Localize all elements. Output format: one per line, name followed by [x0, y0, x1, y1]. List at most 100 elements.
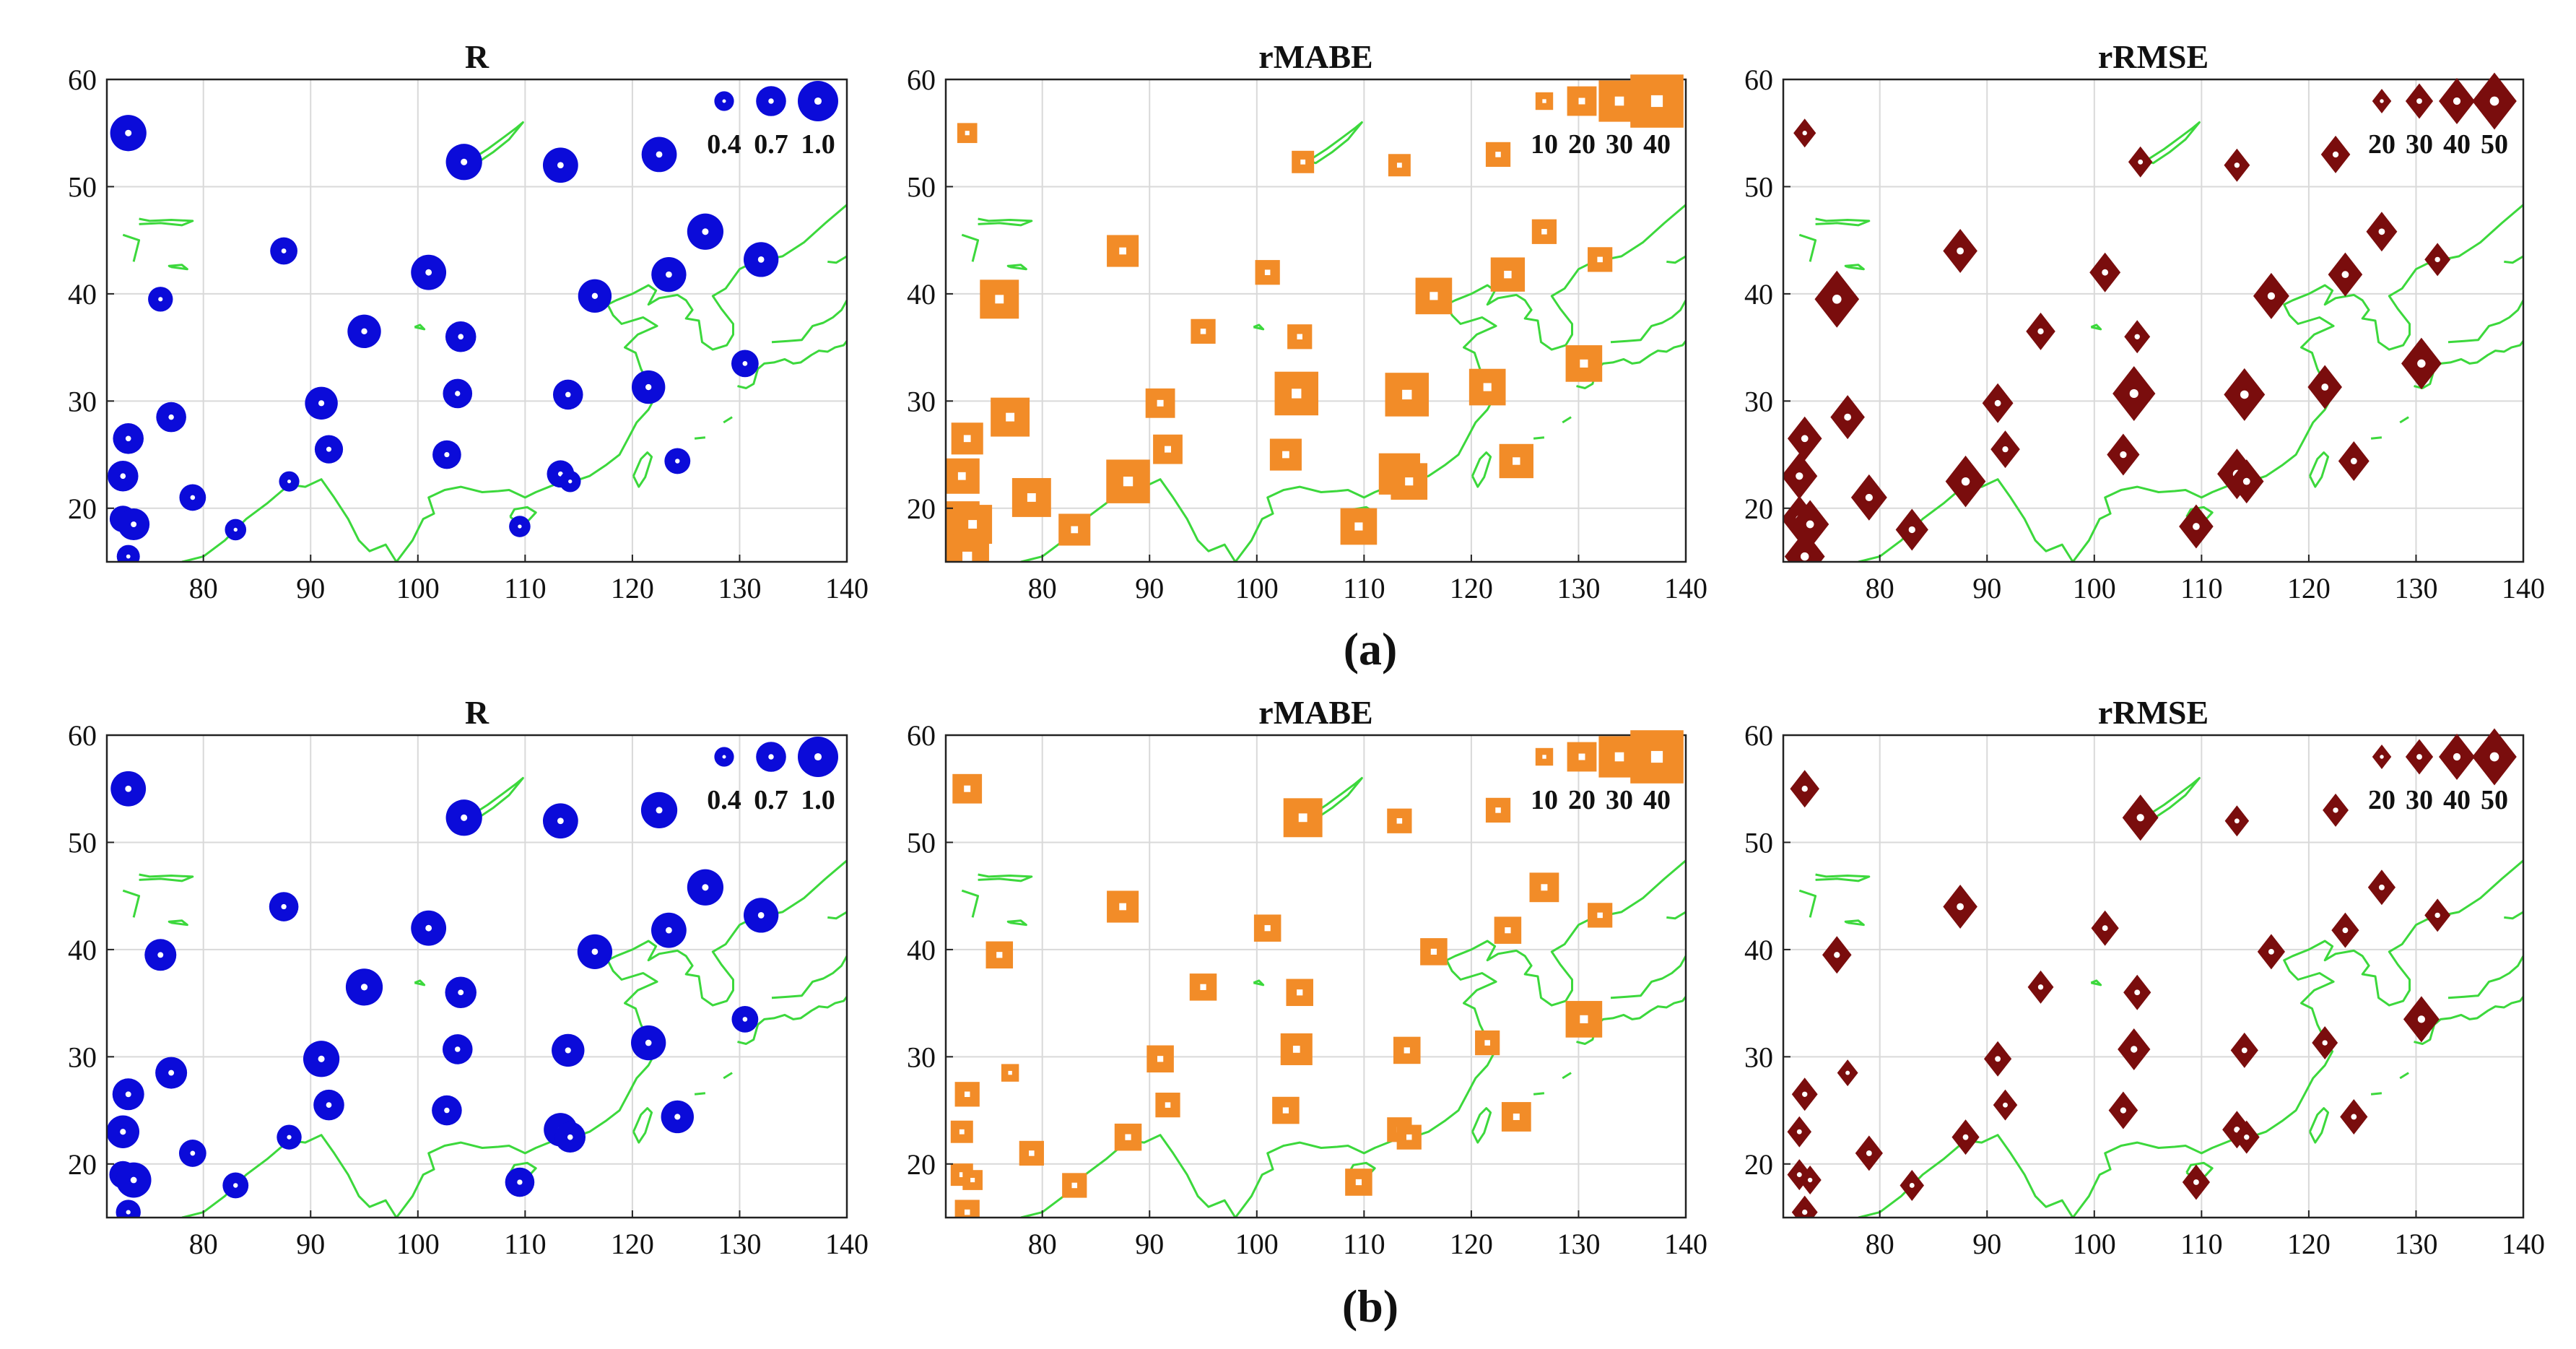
data-point-25 — [578, 279, 612, 313]
axes-frame — [944, 78, 1687, 563]
data-point-9 — [1062, 1173, 1087, 1198]
legend-label: 40 — [1643, 129, 1671, 160]
row-label-a: (a) — [1344, 623, 1398, 674]
data-point-19 — [445, 144, 482, 181]
data-point-8 — [116, 545, 140, 562]
data-point-14 — [2027, 970, 2054, 1004]
x-tick-label: 140 — [1664, 572, 1707, 604]
data-point-13 — [1993, 1089, 2018, 1121]
legend-symbol-2 — [2439, 78, 2475, 124]
data-point-14 — [347, 314, 381, 349]
panel-b-rMABE: 80 90 100 110 120 130 140 20 30 40 50 60 rMABE 10 20 30… — [907, 694, 1707, 1260]
data-point-5 — [950, 1120, 973, 1143]
x-tick-label: 90 — [296, 572, 325, 604]
data-point-2 — [1001, 1064, 1019, 1082]
data-point-1 — [1814, 270, 1860, 328]
data-point-1 — [985, 941, 1014, 969]
data-point-17 — [2112, 365, 2156, 421]
y-tick-label: 20 — [907, 493, 936, 525]
data-point-27 — [1485, 797, 1511, 823]
data-point-21 — [2224, 805, 2250, 837]
data-point-13 — [1153, 434, 1183, 464]
data-point-3 — [179, 484, 206, 511]
x-axis-ticks: 80 90 100 110 120 130 140 — [189, 555, 869, 604]
x-tick-label: 90 — [1135, 572, 1164, 604]
data-point-11 — [1945, 455, 1986, 508]
data-point-27 — [1485, 142, 1511, 168]
legend: 0.4 0.7 1.0 — [707, 81, 838, 160]
y-tick-label: 60 — [1744, 64, 1773, 96]
data-point-1 — [148, 287, 173, 312]
data-point-24 — [1385, 373, 1430, 417]
panel-title: rMABE — [1258, 38, 1372, 75]
x-tick-label: 140 — [2502, 1228, 2545, 1260]
legend: 0.4 0.7 1.0 — [707, 737, 838, 815]
y-tick-label: 40 — [907, 278, 936, 311]
x-tick-label: 80 — [189, 572, 218, 604]
y-tick-label: 40 — [1744, 278, 1773, 311]
x-axis-ticks: 80 90 100 110 120 130 140 — [1866, 1210, 2545, 1260]
x-tick-label: 100 — [1235, 1228, 1279, 1260]
row-label-b: (b) — [1342, 1280, 1398, 1332]
x-tick-label: 140 — [825, 572, 869, 604]
data-point-26 — [1475, 1030, 1500, 1056]
data-point-2 — [156, 402, 186, 433]
legend-label: 30 — [1606, 785, 1633, 815]
data-point-4 — [954, 1082, 980, 1107]
data-point-11 — [1114, 1123, 1142, 1151]
y-tick-label: 30 — [907, 1041, 936, 1073]
legend-symbol-0 — [1535, 747, 1554, 766]
legend-label: 0.7 — [754, 129, 788, 160]
legend-label: 50 — [2481, 129, 2508, 160]
legend-symbol-0 — [714, 747, 734, 767]
y-tick-label: 20 — [907, 1148, 936, 1181]
legend-label: 0.7 — [754, 785, 788, 815]
data-point-26 — [631, 370, 666, 404]
panel-title: R — [465, 694, 489, 731]
data-point-12 — [1145, 388, 1175, 418]
data-point-15 — [1255, 260, 1280, 285]
legend-label: 40 — [1643, 785, 1671, 815]
data-point-15 — [411, 254, 447, 290]
panel-a-rRMSE: 80 90 100 110 120 130 140 20 30 40 50 60 rRMSE 20 30 40… — [1744, 38, 2545, 604]
x-tick-label: 130 — [1557, 1228, 1600, 1260]
data-point-7 — [1798, 1166, 1822, 1195]
data-point-15 — [2091, 910, 2119, 946]
data-point-8 — [116, 1200, 141, 1218]
data-markers — [107, 771, 779, 1218]
data-point-5 — [1787, 1116, 1812, 1148]
x-tick-label: 120 — [611, 572, 654, 604]
data-point-8 — [1791, 1195, 1818, 1218]
data-point-28 — [1494, 916, 1522, 944]
panel-b-R: 80 90 100 110 120 130 140 20 30 40 50 60 R 0.4 0.7 1.0 — [68, 694, 869, 1260]
data-point-23 — [1396, 1124, 1422, 1150]
y-axis-ticks: 20 30 40 50 60 — [1744, 719, 1790, 1181]
legend-symbol-1 — [1567, 742, 1597, 772]
data-point-28 — [651, 257, 687, 292]
data-point-17 — [442, 1034, 473, 1064]
data-markers — [1787, 770, 2451, 1218]
data-point-28 — [2328, 252, 2363, 297]
y-tick-label: 20 — [68, 493, 97, 525]
legend-symbol-1 — [1567, 86, 1597, 116]
data-markers — [108, 115, 779, 562]
data-point-32 — [743, 898, 779, 933]
data-point-19 — [1283, 798, 1323, 838]
data-point-5 — [1783, 453, 1818, 500]
data-point-12 — [1146, 1045, 1174, 1073]
y-tick-label: 30 — [68, 1041, 97, 1073]
data-point-3 — [178, 1140, 206, 1167]
data-point-28 — [1490, 257, 1526, 292]
data-point-30 — [1531, 219, 1557, 244]
x-tick-label: 90 — [1972, 572, 2001, 604]
data-point-24 — [2230, 1032, 2258, 1068]
legend-symbol-1 — [756, 86, 786, 116]
y-axis-ticks: 20 30 40 50 60 — [68, 64, 114, 525]
y-axis-ticks: 20 30 40 50 60 — [907, 719, 953, 1181]
data-point-16 — [432, 1095, 462, 1126]
data-point-9 — [1058, 513, 1091, 546]
y-tick-label: 50 — [68, 826, 97, 859]
panel-title: rRMSE — [2098, 694, 2209, 731]
data-point-0 — [1790, 770, 1819, 808]
x-tick-label: 90 — [1972, 1228, 2001, 1260]
